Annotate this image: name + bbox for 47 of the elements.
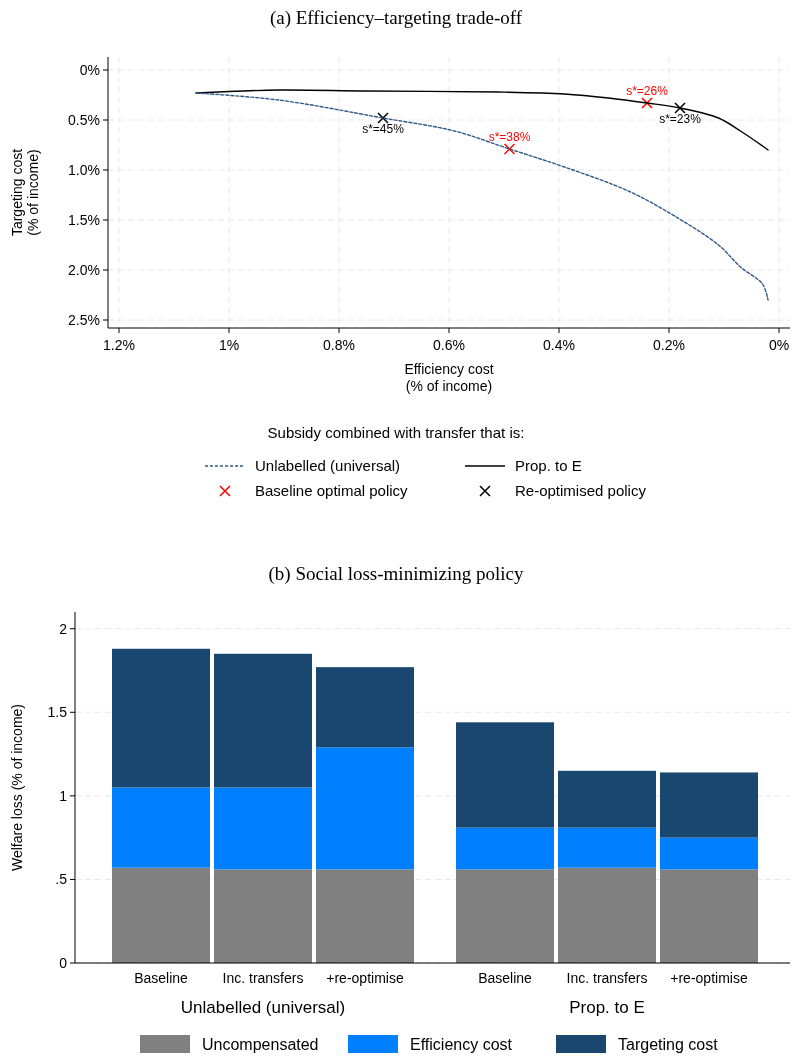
annotation: s*=45%: [362, 122, 405, 136]
x-tick-label: 0.2%: [653, 337, 685, 353]
x-tick-label: 0.4%: [543, 337, 575, 353]
point: [377, 112, 389, 124]
x-axis-title: Efficiency cost (% of income): [404, 361, 494, 394]
y-tick-label: 0.5%: [68, 112, 100, 128]
annotation: s*=26%: [626, 84, 669, 98]
x-tick-label: 1.2%: [103, 337, 135, 353]
y-tick-label: 2.5%: [68, 312, 100, 328]
x-tick-label: 0.6%: [433, 337, 465, 353]
legend-label: Efficiency cost: [410, 1036, 513, 1053]
legend-label: Re-optimised policy: [515, 482, 647, 499]
point: [503, 143, 516, 155]
x-tick-label: Inc. transfers: [222, 970, 304, 986]
x-tick-label: Baseline: [478, 970, 533, 986]
y-tick-label: 0%: [79, 62, 100, 78]
legend-label: Baseline optimal policy: [255, 482, 409, 499]
x-tick-label: +re-optimise: [670, 970, 748, 986]
y-tick-label: 1.5: [47, 704, 68, 721]
x-tick-label: Inc. transfers: [566, 970, 648, 986]
point: [674, 102, 686, 114]
y-tick-label: 0: [59, 955, 68, 971]
y-axis-title: Welfare loss (% of income): [9, 703, 25, 872]
point: [641, 97, 653, 109]
y-tick-label: 2: [59, 620, 68, 637]
chart-title: (a) Efficiency–targeting trade-off: [269, 7, 523, 29]
y-tick-label: 2.0%: [68, 262, 100, 278]
x-tick-label: 0.8%: [323, 337, 355, 353]
annotation: s*=38%: [488, 130, 531, 144]
y-tick-label: 1: [59, 787, 68, 804]
chart-title: (b) Social loss-minimizing policy: [268, 563, 524, 585]
text: Unlabelled (universal): [180, 998, 346, 1017]
x-tick-label: 1%: [218, 337, 240, 353]
annotation: s*=23%: [659, 112, 702, 126]
legend-label: Prop. to E: [515, 457, 582, 474]
x-tick-label: +re-optimise: [326, 970, 404, 986]
y-axis-title: Targeting cost (% of income): [9, 148, 41, 237]
x-tick-label: Baseline: [134, 970, 189, 986]
text: Prop. to E: [569, 998, 645, 1017]
legend-label: Targeting cost: [618, 1036, 719, 1053]
y-tick-label: .5: [55, 871, 68, 888]
legend-label: Unlabelled (universal): [255, 457, 401, 474]
legend-label: Uncompensated: [202, 1036, 319, 1053]
legend-title: Subsidy combined with transfer that is:: [267, 424, 525, 441]
x-tick-label: 0%: [768, 337, 790, 353]
y-tick-label: 1.0%: [68, 162, 100, 178]
y-tick-label: 1.5%: [68, 212, 100, 228]
